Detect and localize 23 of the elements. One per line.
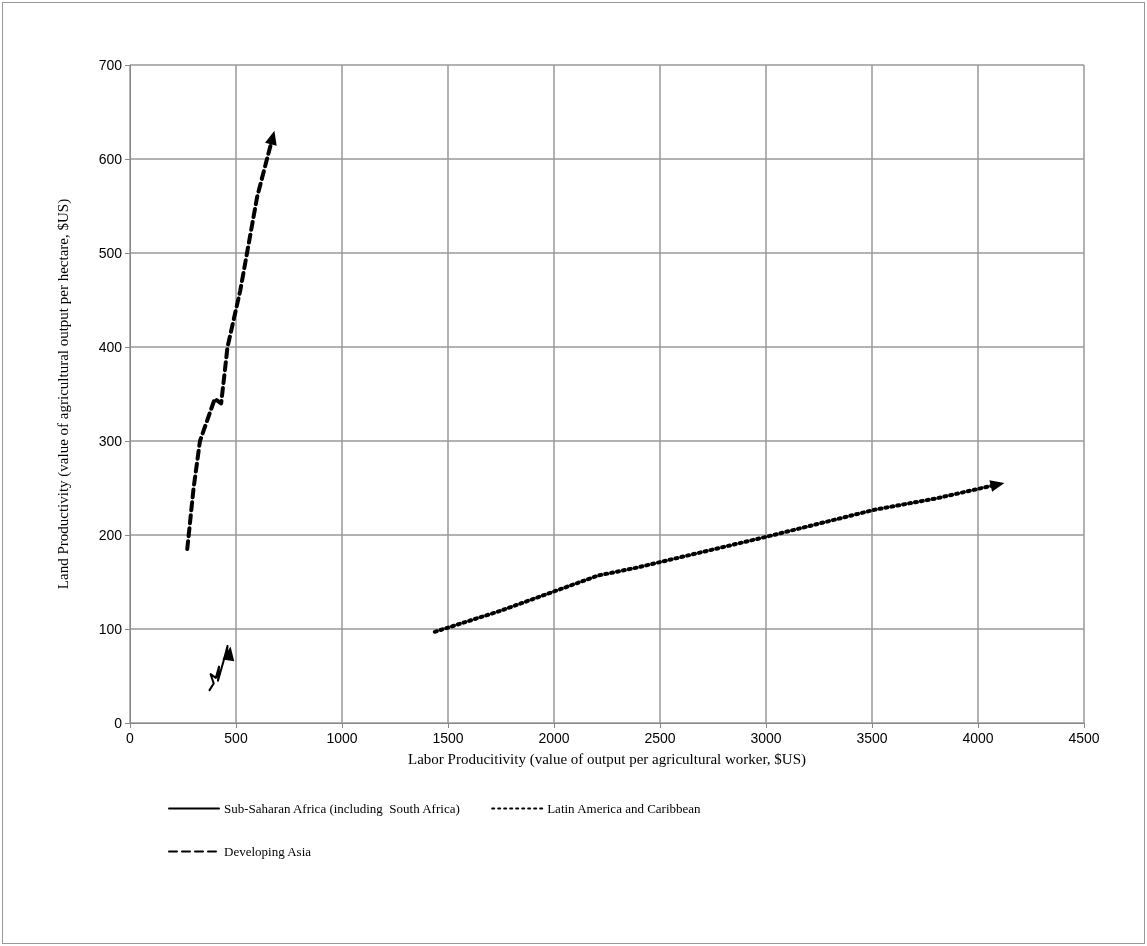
y-tick-label: 500	[98, 245, 123, 261]
y-tick-label: 300	[98, 433, 123, 449]
x-tick-label: 4500	[1068, 730, 1100, 746]
y-tick-label: 700	[98, 57, 123, 73]
x-tick-label: 2500	[644, 730, 676, 746]
y-tick-label: 0	[114, 715, 123, 731]
x-axis-title: Labor Producitivity (value of output per agricultural worker, $US)	[407, 750, 807, 768]
legend-label: Sub-Saharan Africa (including South Africa)	[224, 801, 460, 816]
legend-label: Latin America and Caribbean	[547, 801, 702, 816]
x-tick-label: 500	[224, 730, 248, 746]
y-axis-title: Land Productivity (value of agricultural output per hectare, $US)	[54, 198, 72, 590]
x-tick-label: 3000	[750, 730, 782, 746]
x-tick-label: 4000	[962, 730, 994, 746]
x-tick-label: 0	[126, 730, 135, 746]
x-tick-label: 2000	[538, 730, 570, 746]
y-tick-label: 100	[98, 621, 123, 637]
y-tick-label: 200	[98, 527, 123, 543]
x-tick-label: 1500	[432, 730, 464, 746]
x-tick-label: 3500	[856, 730, 888, 746]
x-tick-label: 1000	[326, 730, 358, 746]
y-tick-label: 600	[98, 151, 123, 167]
y-tick-label: 400	[98, 339, 123, 355]
legend-label: Developing Asia	[224, 844, 312, 859]
